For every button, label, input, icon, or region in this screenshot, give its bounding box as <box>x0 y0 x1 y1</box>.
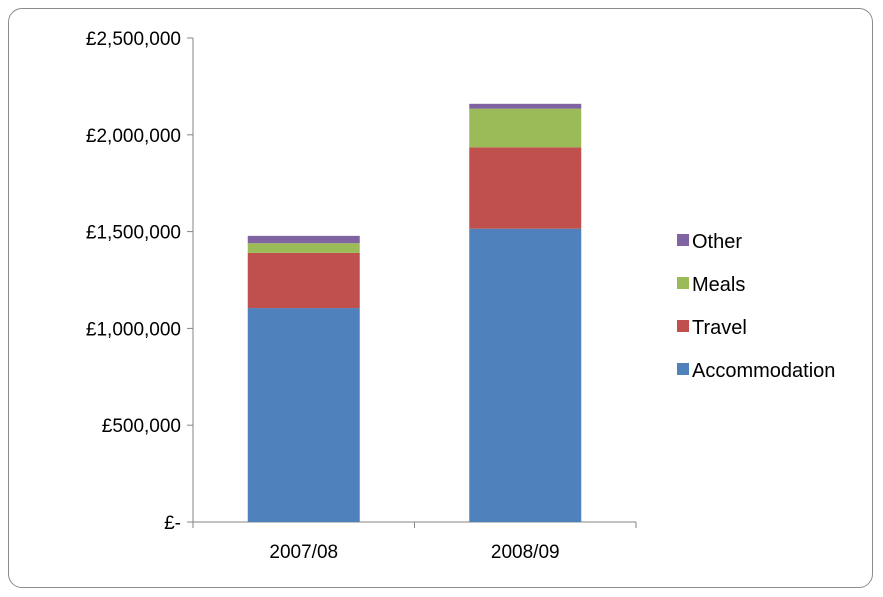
legend-swatch-meals <box>677 277 689 289</box>
legend-label-other: Other <box>692 231 742 253</box>
y-axis-labels: £- £500,000 £1,000,000 £1,500,000 £2,000,000… <box>86 29 181 534</box>
bar-other-2007-08 <box>247 235 360 244</box>
legend-swatch-other <box>677 234 689 246</box>
y-tick-label: £2,500,000 <box>86 29 181 50</box>
bars <box>247 103 582 523</box>
bar-meals-2007-08 <box>247 243 360 253</box>
x-tick-label: 2008/09 <box>491 542 560 563</box>
x-axis-labels: 2007/08 2008/09 <box>269 542 559 563</box>
bar-travel-2007-08 <box>247 252 360 309</box>
legend-label-meals: Meals <box>692 274 745 296</box>
x-tick-label: 2007/08 <box>269 542 338 563</box>
bar-accommodation-2008-09 <box>469 228 582 523</box>
legend: Other Meals Travel Accommodation <box>677 231 835 382</box>
bar-accommodation-2007-08 <box>247 308 360 522</box>
bar-other-2008-09 <box>469 103 582 109</box>
bar-meals-2008-09 <box>469 108 582 148</box>
chart-frame <box>8 8 873 588</box>
y-tick-label: £1,000,000 <box>86 319 181 340</box>
bar-travel-2008-09 <box>469 147 582 229</box>
y-tick-label: £- <box>164 513 181 534</box>
y-tick-label: £1,500,000 <box>86 223 181 244</box>
y-tick-label: £500,000 <box>102 416 181 437</box>
legend-label-accommodation: Accommodation <box>692 360 835 382</box>
y-tick-label: £2,000,000 <box>86 126 181 147</box>
legend-swatch-accommodation <box>677 363 689 375</box>
legend-swatch-travel <box>677 320 689 332</box>
legend-label-travel: Travel <box>692 317 747 339</box>
